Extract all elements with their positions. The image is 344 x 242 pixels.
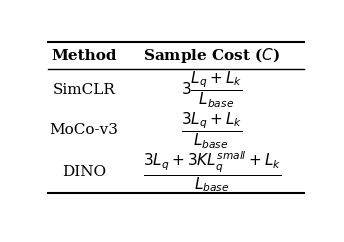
Text: MoCo-v3: MoCo-v3 [50, 123, 119, 137]
Text: $\dfrac{3L_q + L_k}{L_{base}}$: $\dfrac{3L_q + L_k}{L_{base}}$ [182, 110, 243, 151]
Text: $\dfrac{3L_q + 3KL_q^{small} + L_k}{L_{base}}$: $\dfrac{3L_q + 3KL_q^{small} + L_k}{L_{b… [143, 150, 281, 194]
Text: SimCLR: SimCLR [53, 83, 116, 97]
Text: DINO: DINO [62, 165, 106, 179]
Text: Method: Method [51, 49, 117, 63]
Text: $3\dfrac{L_q + L_k}{L_{base}}$: $3\dfrac{L_q + L_k}{L_{base}}$ [182, 69, 243, 110]
Text: Sample Cost ($C$): Sample Cost ($C$) [143, 46, 281, 65]
